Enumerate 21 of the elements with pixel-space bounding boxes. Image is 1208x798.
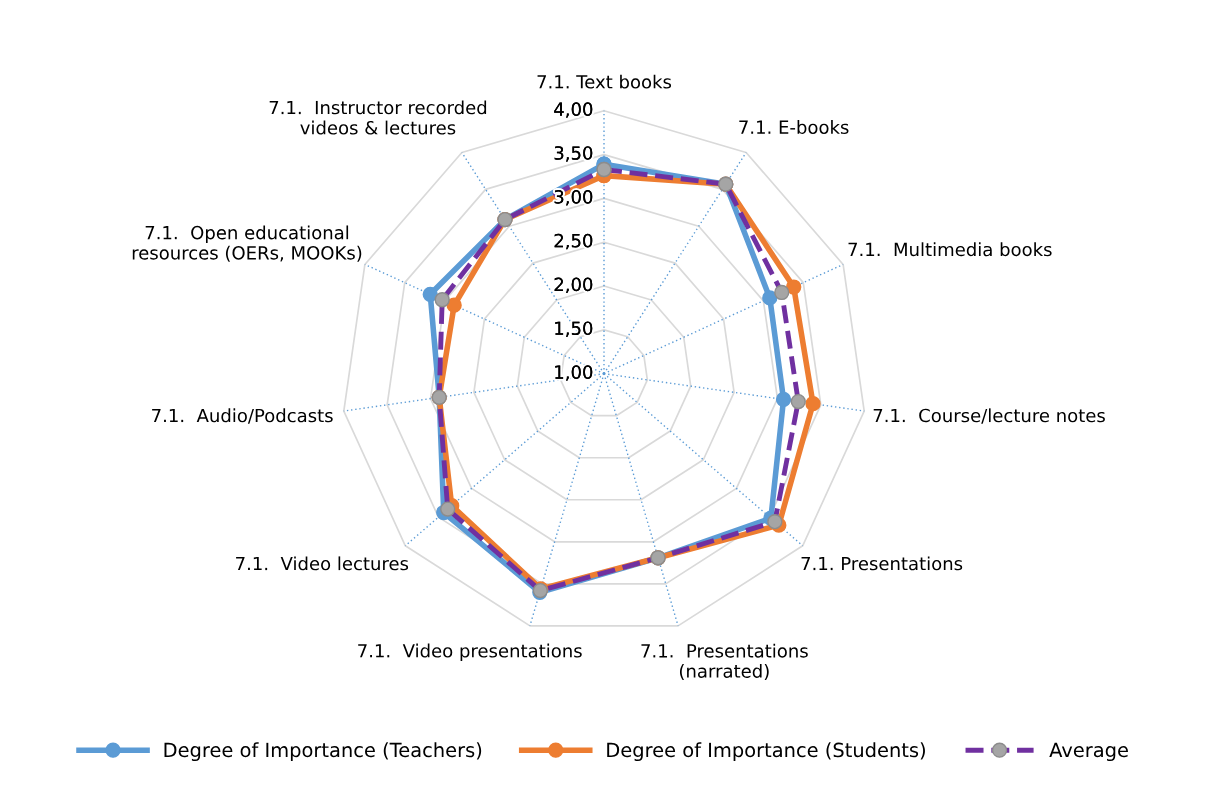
spoke-label: 7.1. Text books <box>537 74 672 89</box>
legend-label: Degree of Importance (Students) <box>607 742 925 762</box>
spoke-label: 7.1. Video presentations <box>358 643 582 662</box>
y-tick-label: 3,00 <box>554 189 593 206</box>
spoke-label: 7.1. E-books <box>739 120 849 135</box>
spoke-label: 7.1. Multimedia books <box>848 242 1052 257</box>
y-tick-label: 2,50 <box>554 233 593 250</box>
spoke-label: 7.1. Video lectures <box>236 556 409 571</box>
y-tick-label: 2,00 <box>554 277 593 294</box>
spoke-label: 7.1. Open educational resources (OERs, MOOKs) <box>132 225 362 262</box>
spoke-label: 7.1. Course/lecture notes <box>873 408 1105 424</box>
spoke-label: 7.1. Presentations (narrated) <box>641 643 808 681</box>
y-tick-label: 1,50 <box>555 321 593 337</box>
y-tick-label: 3,50 <box>554 146 593 162</box>
spoke-label: 7.1. Instructor recorded videos & lectures <box>269 100 487 135</box>
y-tick-label: 4,00 <box>554 102 593 118</box>
y-tick-label: 1,00 <box>555 365 593 381</box>
spoke-label: 7.1. Presentations <box>801 556 963 571</box>
legend-label: Degree of Importance (Teachers) <box>164 742 482 762</box>
legend-label: Average <box>1049 742 1128 762</box>
spoke-label: 7.1. Audio/Podcasts <box>152 408 333 424</box>
